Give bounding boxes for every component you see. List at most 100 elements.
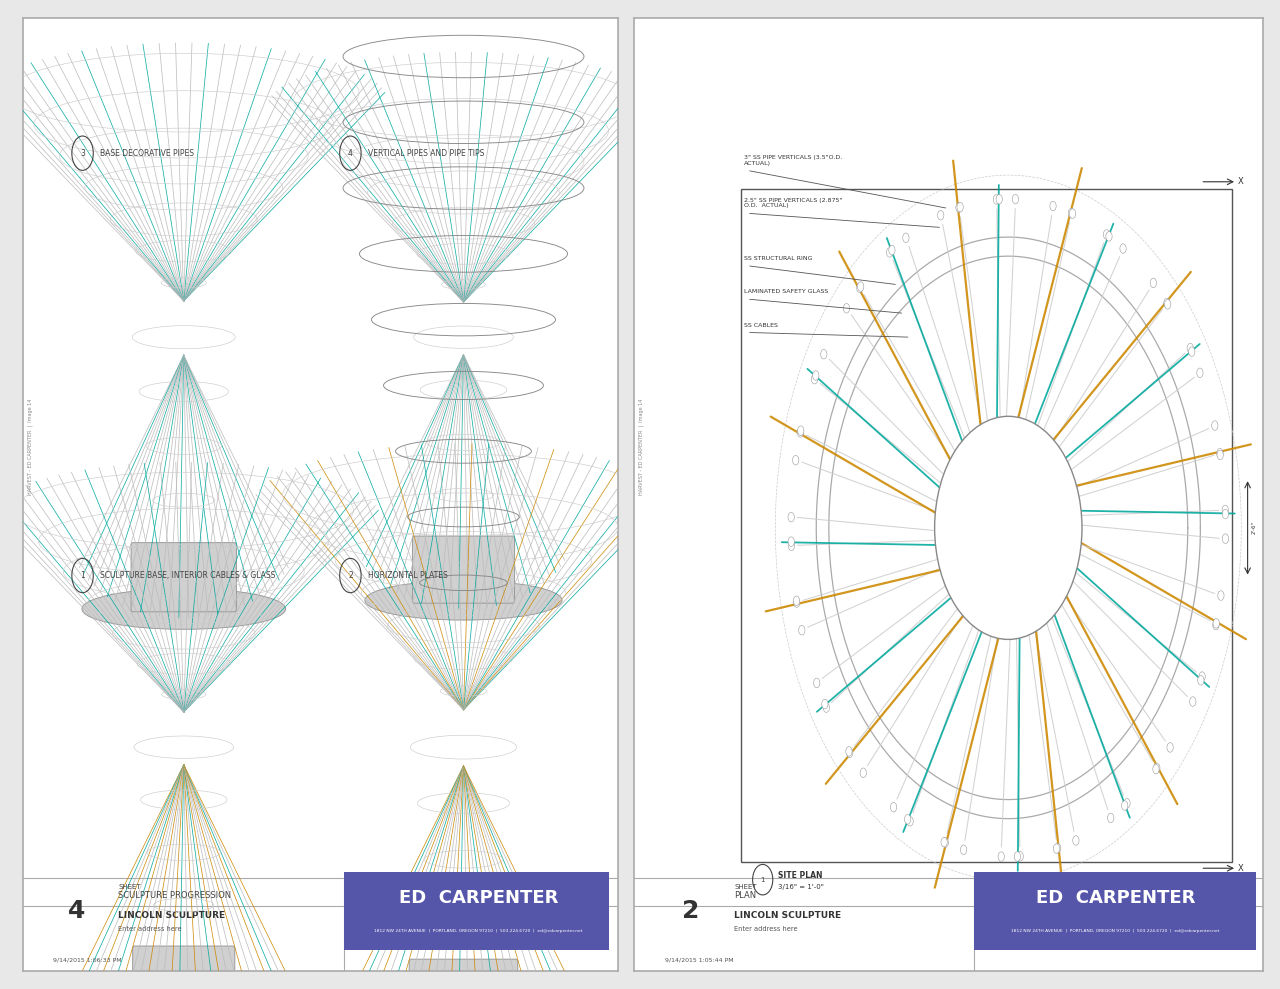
Circle shape xyxy=(788,537,795,546)
Circle shape xyxy=(788,512,795,522)
Circle shape xyxy=(1197,368,1203,378)
Text: SITE PLAN: SITE PLAN xyxy=(778,871,823,880)
Text: 3" SS PIPE VERTICALS (3.5"O.D.
ACTUAL): 3" SS PIPE VERTICALS (3.5"O.D. ACTUAL) xyxy=(744,154,842,165)
Circle shape xyxy=(792,455,799,465)
Text: 3/16" = 1'-0": 3/16" = 1'-0" xyxy=(778,884,824,890)
Circle shape xyxy=(942,838,948,848)
Circle shape xyxy=(1213,618,1220,628)
Circle shape xyxy=(812,375,818,384)
Text: SS STRUCTURAL RING: SS STRUCTURAL RING xyxy=(744,256,813,261)
Circle shape xyxy=(844,304,850,314)
Text: HORIZONTAL PLATES: HORIZONTAL PLATES xyxy=(369,571,448,580)
Circle shape xyxy=(823,703,829,712)
Circle shape xyxy=(1153,764,1160,772)
Text: SS CABLES: SS CABLES xyxy=(744,322,778,327)
Text: HARVEST - ED CARPENTER  |  Image 14: HARVEST - ED CARPENTER | Image 14 xyxy=(639,399,644,495)
Circle shape xyxy=(822,699,828,709)
Circle shape xyxy=(1199,672,1206,681)
Text: Enter address here: Enter address here xyxy=(118,927,182,933)
Circle shape xyxy=(956,203,963,213)
Text: SHEET: SHEET xyxy=(118,884,141,890)
Text: X: X xyxy=(1238,177,1244,186)
Circle shape xyxy=(934,416,1082,640)
Circle shape xyxy=(998,852,1005,861)
Circle shape xyxy=(1189,697,1196,706)
Text: 1812 NW 24TH AVENUE  |  PORTLAND, OREGON 97210  |  503.224.6720  |  ed@edcarpent: 1812 NW 24TH AVENUE | PORTLAND, OREGON 9… xyxy=(374,929,582,934)
Circle shape xyxy=(902,233,909,242)
Circle shape xyxy=(1189,347,1196,356)
Text: 1: 1 xyxy=(81,571,84,580)
Text: PLAN: PLAN xyxy=(735,891,756,900)
Circle shape xyxy=(891,802,897,812)
Text: SCULPTURE BASE, INTERIOR CABLES & GLASS: SCULPTURE BASE, INTERIOR CABLES & GLASS xyxy=(100,571,275,580)
Circle shape xyxy=(813,371,819,380)
Text: 2: 2 xyxy=(681,899,699,923)
Circle shape xyxy=(1217,448,1224,458)
Circle shape xyxy=(887,247,892,257)
Text: 2'-6": 2'-6" xyxy=(1252,521,1257,534)
Circle shape xyxy=(858,282,864,292)
Circle shape xyxy=(797,426,804,435)
Circle shape xyxy=(1153,764,1160,774)
Ellipse shape xyxy=(365,581,562,620)
Circle shape xyxy=(814,678,820,687)
Text: HARVEST - ED CARPENTER  |  Image 14: HARVEST - ED CARPENTER | Image 14 xyxy=(27,399,33,495)
Circle shape xyxy=(794,597,800,607)
Text: VERTICAL PIPES AND PIPE TIPS: VERTICAL PIPES AND PIPE TIPS xyxy=(369,148,485,157)
Circle shape xyxy=(937,211,943,220)
Text: 3: 3 xyxy=(81,148,84,157)
Circle shape xyxy=(993,195,1000,204)
Circle shape xyxy=(941,838,947,847)
Text: LAMINATED SAFETY GLASS: LAMINATED SAFETY GLASS xyxy=(744,290,828,295)
Circle shape xyxy=(1164,299,1170,308)
Text: BASE DECORATIVE PIPES: BASE DECORATIVE PIPES xyxy=(100,148,195,157)
Text: LINCOLN SCULPTURE: LINCOLN SCULPTURE xyxy=(118,912,225,921)
Text: SCULPTURE PROGRESSION: SCULPTURE PROGRESSION xyxy=(118,891,232,900)
Ellipse shape xyxy=(82,588,285,629)
Circle shape xyxy=(1103,229,1110,239)
Circle shape xyxy=(888,245,895,255)
Text: LINCOLN SCULPTURE: LINCOLN SCULPTURE xyxy=(735,912,841,921)
Circle shape xyxy=(820,349,827,359)
Circle shape xyxy=(1050,201,1056,211)
Circle shape xyxy=(1014,852,1020,861)
Circle shape xyxy=(1217,450,1224,460)
Text: SHEET: SHEET xyxy=(735,884,756,890)
Circle shape xyxy=(960,845,966,854)
Circle shape xyxy=(905,815,911,824)
Text: Enter address here: Enter address here xyxy=(735,927,797,933)
Circle shape xyxy=(1107,813,1114,823)
Circle shape xyxy=(794,596,800,605)
Circle shape xyxy=(1165,300,1171,310)
Text: ED  CARPENTER: ED CARPENTER xyxy=(398,889,558,907)
Text: 9/14/2015 1:05:44 PM: 9/14/2015 1:05:44 PM xyxy=(666,957,733,962)
Text: 1: 1 xyxy=(760,876,765,882)
FancyBboxPatch shape xyxy=(410,959,518,989)
Circle shape xyxy=(846,748,852,758)
Text: 4: 4 xyxy=(348,148,353,157)
Circle shape xyxy=(957,203,964,212)
Circle shape xyxy=(908,817,913,826)
Circle shape xyxy=(1053,844,1060,854)
Circle shape xyxy=(1217,590,1224,600)
Circle shape xyxy=(797,427,804,437)
FancyBboxPatch shape xyxy=(412,536,515,603)
Circle shape xyxy=(1212,620,1219,630)
Text: 4: 4 xyxy=(68,899,86,923)
Text: 1812 NW 24TH AVENUE  |  PORTLAND, OREGON 97210  |  503.224.6720  |  ed@edcarpent: 1812 NW 24TH AVENUE | PORTLAND, OREGON 9… xyxy=(1011,929,1220,934)
FancyBboxPatch shape xyxy=(133,946,234,989)
Circle shape xyxy=(856,283,863,293)
Circle shape xyxy=(1187,343,1193,353)
Circle shape xyxy=(1222,534,1229,543)
Circle shape xyxy=(1120,243,1126,253)
Circle shape xyxy=(1222,509,1229,519)
Circle shape xyxy=(1124,798,1130,808)
Circle shape xyxy=(996,195,1002,204)
Circle shape xyxy=(1167,743,1174,753)
Circle shape xyxy=(1018,852,1023,861)
Circle shape xyxy=(1069,209,1075,219)
Text: 2: 2 xyxy=(348,571,353,580)
Circle shape xyxy=(1198,675,1204,685)
Circle shape xyxy=(1222,505,1229,514)
Circle shape xyxy=(1012,195,1019,204)
